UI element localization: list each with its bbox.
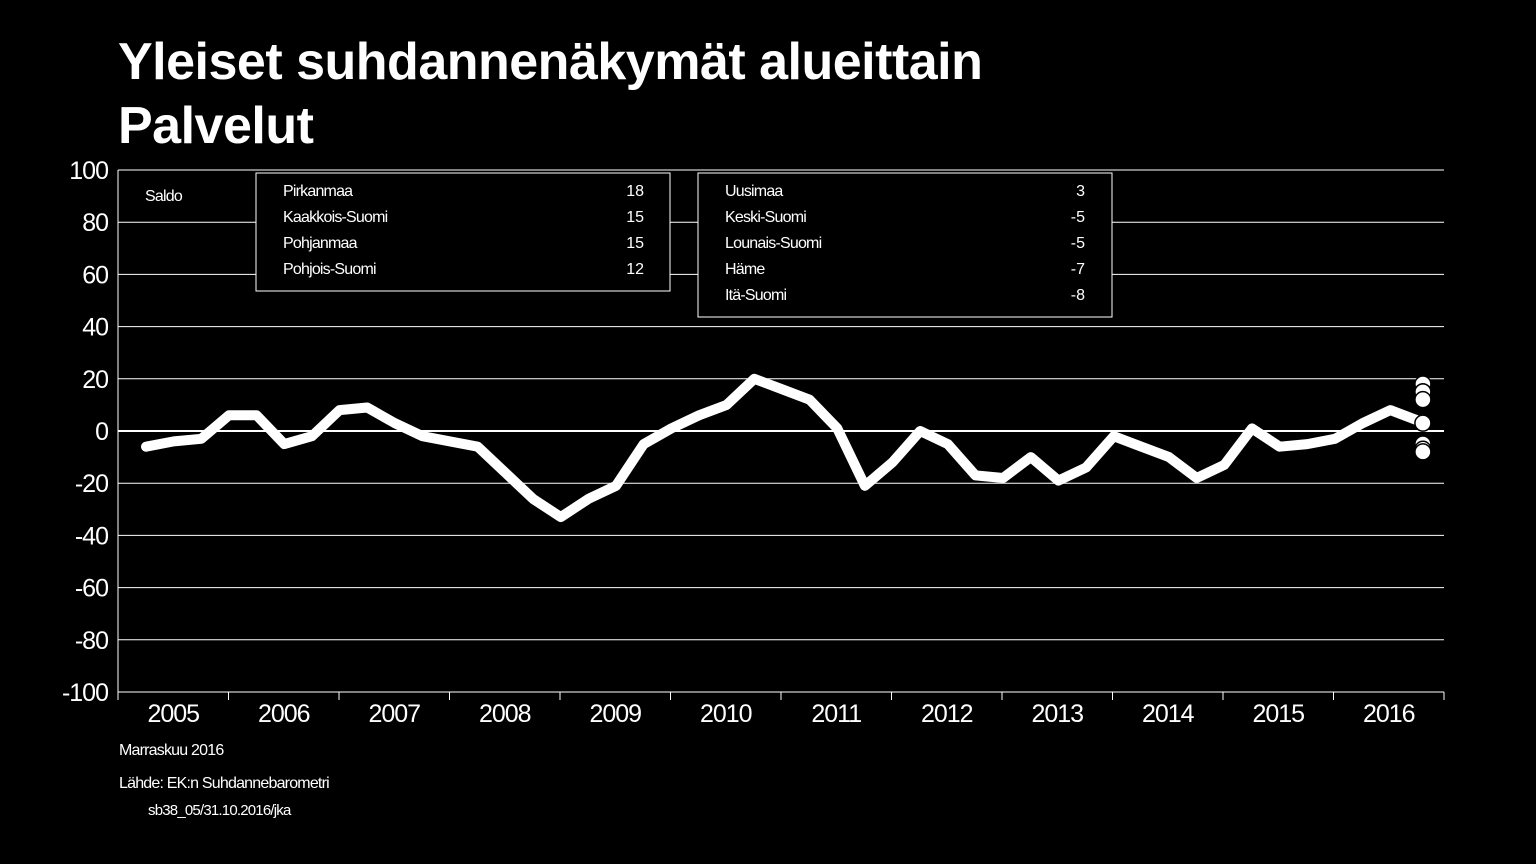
footer-source: Lähde: EK:n Suhdannebarometri [119,775,330,792]
legend-region-label: Pohjanmaa [283,235,358,252]
legend-value-label: 15 [626,235,644,252]
x-tick-label: 2007 [368,700,420,728]
y-tick-label: 100 [69,157,108,185]
legend-value-label: 12 [626,261,644,278]
regional-point [1414,443,1432,461]
legend-box: Pirkanmaa 18 Kaakkois-Suomi 15 Pohjanmaa 15 Po… [255,172,671,292]
footer-date: Marraskuu 2016 [119,742,224,759]
legend-frame [255,172,671,292]
axes: 100 80 60 40 20 0 -20 -40 -60 -80 -100 2005 2006 2007… [62,157,1445,728]
legend-value-label: -8 [1071,287,1085,304]
title-line-2: Palvelut [118,97,314,155]
legend-value-label: 18 [626,183,644,200]
y-tick-label: -60 [75,575,108,603]
legend-region-label: Keski-Suomi [725,209,806,226]
x-tick-label: 2008 [479,700,531,728]
x-tick-label: 2009 [589,700,641,728]
legend-box: Uusimaa 3 Keski-Suomi -5 Lounais-Suomi -5 Häme… [697,172,1113,318]
regional-point [1414,390,1432,409]
legend-value-label: -5 [1071,209,1085,226]
gridlines [118,169,1444,641]
legend-region-label: Pirkanmaa [283,183,353,200]
legend-region-label: Itä-Suomi [725,287,787,304]
legend-region-label: Pohjois-Suomi [283,261,376,278]
legend-frame [697,172,1113,318]
legend-region-label: Kaakkois-Suomi [283,209,388,226]
y-tick-label: 40 [82,314,108,342]
regional-point [1414,414,1432,432]
x-tick-label: 2014 [1142,700,1195,728]
series-line [141,373,1423,523]
x-tick-label: 2005 [147,700,199,728]
x-tick-label: 2006 [258,700,310,728]
y-tick-label: 0 [95,418,108,446]
legend-boxes: Pirkanmaa 18 Kaakkois-Suomi 15 Pohjanmaa 15 Po… [255,172,1113,318]
legend-region-label: Uusimaa [725,183,783,200]
y-tick-label: -40 [75,522,108,550]
y-tick-label: 60 [82,261,108,289]
legend-value-label: -5 [1071,235,1085,252]
x-tick-label: 2012 [921,700,973,728]
x-tick-label: 2010 [700,700,752,728]
x-tick-label: 2015 [1252,700,1304,728]
x-tick-label: 2016 [1363,700,1415,728]
legend-value-label: 3 [1076,183,1085,200]
chart-title: Yleiset suhdannenäkymät alueittain Palve… [118,30,983,158]
y-tick-label: -80 [75,627,108,655]
y-axis-label: Saldo [145,188,183,205]
y-tick-label: -20 [75,470,108,498]
x-tick-label: 2013 [1031,700,1083,728]
legend-value-label: -7 [1071,261,1085,278]
title-line-1: Yleiset suhdannenäkymät alueittain [118,33,983,91]
y-tick-label: -100 [62,679,108,707]
legend-region-label: Häme [725,261,765,278]
legend-region-label: Lounais-Suomi [725,235,822,252]
footer-code: sb38_05/31.10.2016/jka [148,802,291,819]
series-layer [141,373,1432,523]
y-tick-label: 20 [82,366,108,394]
x-tick-label: 2011 [811,700,861,728]
y-tick-label: 80 [82,209,108,237]
legend-value-label: 15 [626,209,644,226]
